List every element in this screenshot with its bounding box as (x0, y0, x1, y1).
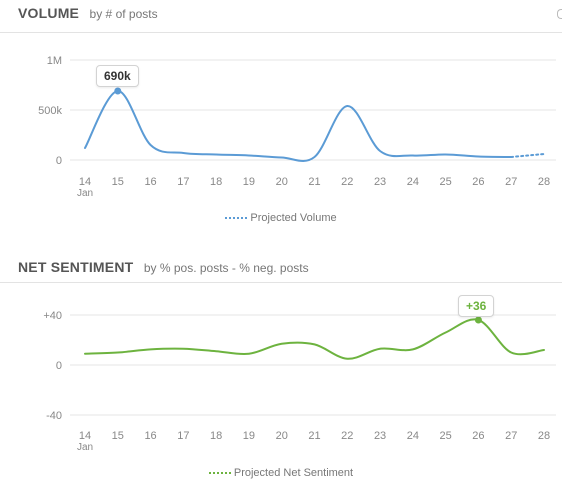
sentiment-y-tick-label: 0 (56, 360, 62, 372)
volume-x-tick-label: 20 (276, 176, 288, 188)
sentiment-x-tick-label: 14 (79, 430, 91, 442)
sentiment-subtitle: by % pos. posts - % neg. posts (143, 261, 309, 275)
volume-panel-edge-icon[interactable] (557, 9, 562, 19)
sentiment-panel: NET SENTIMENT by % pos. posts - % neg. p… (0, 254, 562, 489)
sentiment-highlight-point (474, 316, 482, 324)
volume-x-tick-label: 16 (144, 176, 156, 188)
volume-x-tick-label: 27 (505, 176, 517, 188)
sentiment-x-tick-label: 28 (538, 430, 550, 442)
sentiment-title: NET SENTIMENT (18, 259, 134, 275)
sentiment-header: NET SENTIMENT by % pos. posts - % neg. p… (18, 259, 309, 277)
sentiment-x-tick-label: 22 (341, 430, 353, 442)
sentiment-series-line (84, 318, 545, 360)
sentiment-x-tick-label: 19 (243, 430, 255, 442)
sentiment-legend-dotted-line-icon (208, 472, 231, 475)
sentiment-x-tick-label: 25 (440, 430, 452, 442)
volume-y-tick-label: 0 (56, 155, 62, 167)
volume-x-sub-label: Jan (77, 188, 93, 199)
volume-x-tick-label: 15 (112, 176, 124, 188)
volume-x-tick-label: 18 (210, 176, 222, 188)
volume-x-tick-label: 26 (472, 176, 484, 188)
sentiment-y-tick-label: -40 (46, 410, 62, 422)
volume-highlight-point (114, 87, 122, 95)
sentiment-legend[interactable]: Projected Net Sentiment (0, 467, 562, 479)
volume-x-tick-label: 22 (341, 176, 353, 188)
sentiment-x-tick-label: 17 (177, 430, 189, 442)
sentiment-tooltip: +36 (458, 295, 495, 317)
volume-x-tick-label: 28 (538, 176, 550, 188)
volume-tooltip: 690k (96, 65, 139, 87)
volume-x-tick-label: 23 (374, 176, 386, 188)
sentiment-x-tick-label: 15 (112, 430, 124, 442)
sentiment-header-divider (0, 282, 562, 283)
sentiment-x-sub-label: Jan (77, 442, 93, 453)
sentiment-x-tick-label: 26 (472, 430, 484, 442)
volume-header-divider (0, 32, 562, 33)
volume-y-tick-label: 500k (38, 105, 62, 117)
sentiment-x-tick-label: 21 (308, 430, 320, 442)
sentiment-y-tick-label: +40 (43, 310, 62, 322)
sentiment-legend-label: Projected Net Sentiment (233, 467, 354, 479)
sentiment-x-tick-label: 27 (505, 430, 517, 442)
volume-x-tick-label: 25 (440, 176, 452, 188)
sentiment-x-tick-label: 16 (144, 430, 156, 442)
volume-x-tick-label: 14 (79, 176, 91, 188)
volume-header: VOLUME by # of posts (18, 5, 158, 23)
volume-series-line (84, 89, 513, 162)
volume-subtitle: by # of posts (89, 7, 158, 21)
volume-legend-label: Projected Volume (250, 212, 337, 224)
volume-legend-dotted-line-icon (225, 217, 248, 220)
volume-projected-line (510, 153, 545, 158)
volume-x-tick-label: 19 (243, 176, 255, 188)
volume-y-tick-label: 1M (47, 55, 62, 67)
volume-title: VOLUME (18, 5, 80, 21)
volume-x-tick-label: 17 (177, 176, 189, 188)
volume-x-tick-label: 24 (407, 176, 419, 188)
volume-legend[interactable]: Projected Volume (0, 212, 562, 224)
volume-panel: VOLUME by # of posts 1M 500k 0 14 15 16 17 18 19… (0, 0, 562, 240)
sentiment-chart: +40 0 -40 14 15 16 17 18 19 20 21 22 23 24 25 26 27 28 Jan (43, 310, 556, 453)
sentiment-x-tick-label: 24 (407, 430, 419, 442)
volume-x-tick-label: 21 (308, 176, 320, 188)
sentiment-x-tick-label: 23 (374, 430, 386, 442)
volume-chart: 1M 500k 0 14 15 16 17 18 19 20 21 22 23 24 25 26 27 28 Jan (38, 55, 556, 199)
sentiment-x-tick-label: 20 (276, 430, 288, 442)
sentiment-x-tick-label: 18 (210, 430, 222, 442)
